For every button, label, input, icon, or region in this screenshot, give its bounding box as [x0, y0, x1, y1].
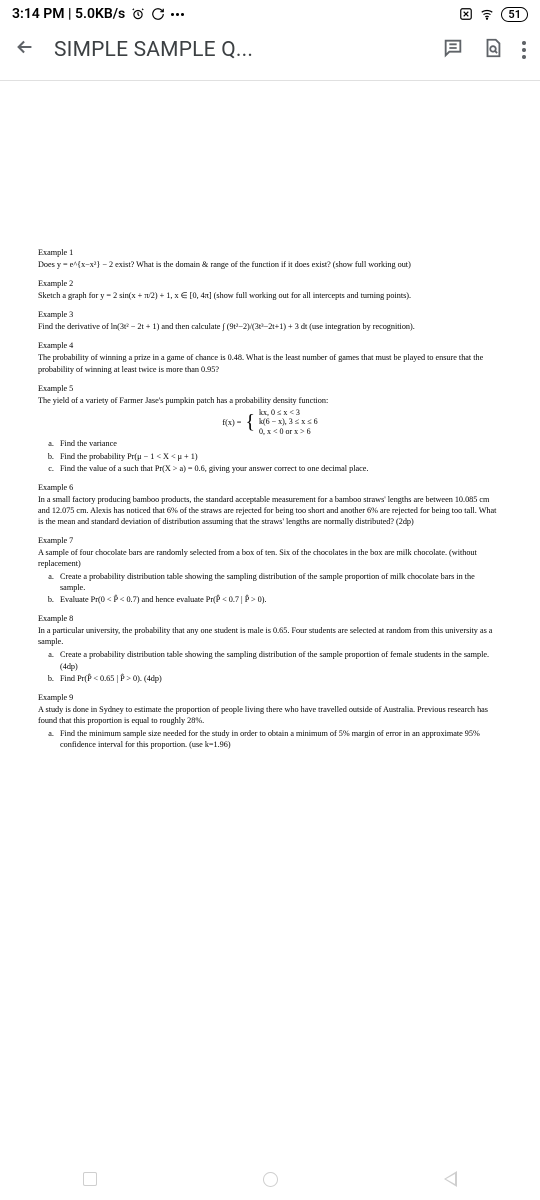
app-actions	[442, 37, 526, 64]
example-7-list: Create a probability distribution table …	[56, 571, 502, 605]
example-5-c: Find the value of a such that Pr(X > a) …	[56, 463, 502, 474]
example-3-body: Find the derivative of ln(3t² − 2t + 1) …	[38, 321, 502, 332]
example-4-body: The probability of winning a prize in a …	[38, 352, 502, 374]
sync-icon	[151, 7, 165, 21]
example-5-a: Find the variance	[56, 438, 502, 449]
back-nav-button[interactable]	[444, 1171, 457, 1187]
example-7-a: Create a probability distribution table …	[56, 571, 502, 593]
battery-indicator: 51	[501, 7, 528, 22]
left-brace-icon: {	[245, 414, 255, 430]
recents-button[interactable]	[83, 1172, 97, 1186]
example-8-a: Create a probability distribution table …	[56, 649, 502, 671]
example-9-title: Example 9	[38, 692, 502, 703]
search-in-doc-icon[interactable]	[482, 37, 504, 64]
example-3-title: Example 3	[38, 309, 502, 320]
example-8-list: Create a probability distribution table …	[56, 649, 502, 683]
example-8-title: Example 8	[38, 613, 502, 624]
comments-icon[interactable]	[442, 37, 464, 64]
status-bar: 3:14 PM | 5.0KB/s 51	[0, 0, 540, 26]
example-5-fx: f(x) =	[222, 417, 241, 428]
pw-row-2: k(6 − x), 3 ≤ x ≤ 6	[259, 417, 318, 427]
example-8-intro: In a particular university, the probabil…	[38, 625, 502, 647]
page-title: SIMPLE SAMPLE Q...	[54, 38, 424, 62]
home-button[interactable]	[263, 1172, 278, 1187]
example-2-body: Sketch a graph for y = 2 sin(x + π/2) + …	[38, 290, 502, 301]
alarm-icon	[131, 7, 145, 21]
example-6-body: In a small factory producing bamboo prod…	[38, 494, 502, 527]
example-5-piecewise: f(x) = { kx, 0 ≤ x < 3 k(6 − x), 3 ≤ x ≤…	[38, 408, 502, 437]
example-9-intro: A study is done in Sydney to estimate th…	[38, 704, 502, 726]
example-3-integral: ∫ (9t²−2)/(3t³−2t+1) + 3 dt	[222, 322, 307, 331]
example-1-title: Example 1	[38, 247, 502, 258]
more-menu-button[interactable]	[522, 41, 526, 59]
status-right: 51	[459, 7, 528, 22]
example-5-b: Find the probability Pr(μ − 1 < X < μ + …	[56, 451, 502, 462]
status-left: 3:14 PM | 5.0KB/s	[12, 6, 184, 22]
example-4-title: Example 4	[38, 340, 502, 351]
back-button[interactable]	[14, 36, 36, 64]
example-7-intro: A sample of four chocolate bars are rand…	[38, 547, 502, 569]
pw-row-1: kx, 0 ≤ x < 3	[259, 408, 318, 418]
status-time-net: 3:14 PM | 5.0KB/s	[12, 6, 125, 22]
pw-row-3: 0, x < 0 or x > 6	[259, 427, 318, 437]
example-5-list: Find the variance Find the probability P…	[56, 438, 502, 473]
example-3-text-b: (use integration by recognition).	[307, 322, 415, 331]
example-6-title: Example 6	[38, 482, 502, 493]
example-7-title: Example 7	[38, 535, 502, 546]
example-5-intro: The yield of a variety of Farmer Jase's …	[38, 395, 502, 406]
app-bar: SIMPLE SAMPLE Q...	[0, 26, 540, 74]
example-5-title: Example 5	[38, 383, 502, 394]
example-7-b: Evaluate Pr(0 < P̂ < 0.7) and hence eval…	[56, 594, 502, 605]
more-status-icon	[171, 13, 184, 16]
example-8-b: Find Pr(P̂ < 0.65 | P̂ > 0). (4dp)	[56, 673, 502, 684]
example-9-list: Find the minimum sample size needed for …	[56, 728, 502, 750]
wifi-icon	[479, 7, 495, 21]
example-1-body: Does y = e^{x−x²} − 2 exist? What is the…	[38, 259, 502, 270]
close-notif-icon	[459, 7, 473, 21]
example-2-title: Example 2	[38, 278, 502, 289]
document-page: Example 1 Does y = e^{x−x²} − 2 exist? W…	[10, 99, 530, 791]
example-9-a: Find the minimum sample size needed for …	[56, 728, 502, 750]
android-nav-bar	[0, 1158, 540, 1200]
document-viewport[interactable]: Example 1 Does y = e^{x−x²} − 2 exist? W…	[0, 81, 540, 791]
example-3-text-a: Find the derivative of ln(3t² − 2t + 1) …	[38, 322, 222, 331]
